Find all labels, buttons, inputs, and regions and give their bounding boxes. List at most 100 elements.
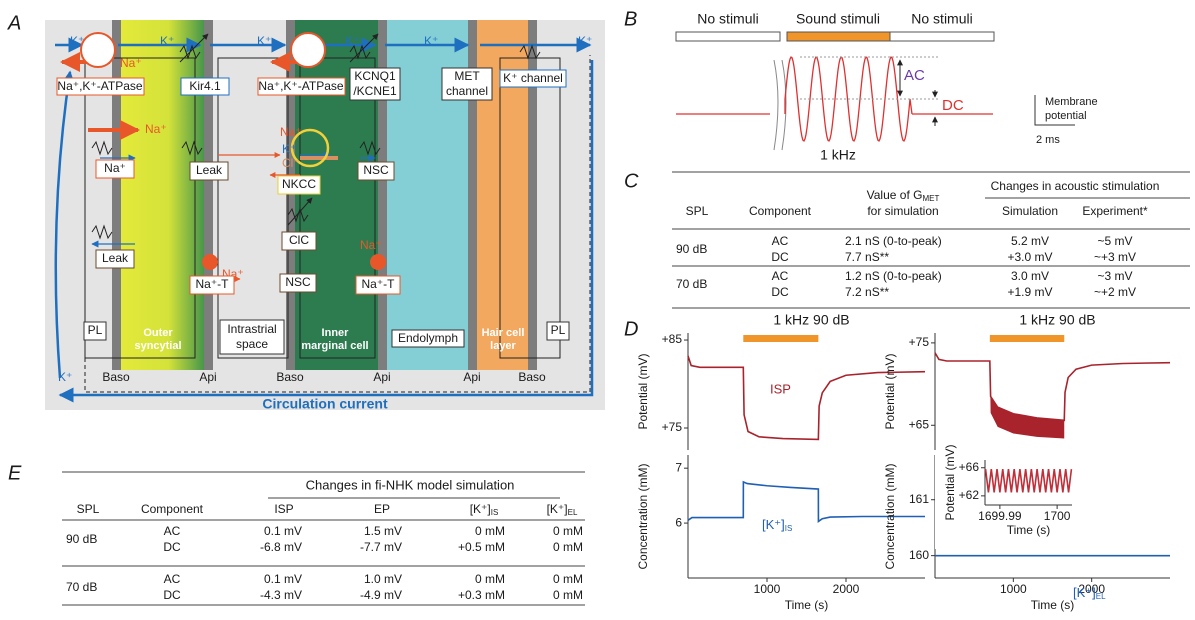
component-label: Kir4.1 bbox=[189, 79, 221, 93]
table-header: Component bbox=[141, 502, 204, 516]
line bbox=[934, 352, 1171, 422]
table-cell: ~+2 mV bbox=[1094, 285, 1136, 299]
x-tick-label: 1000 bbox=[754, 582, 781, 596]
ion-label: Na⁺ bbox=[360, 238, 382, 252]
y-tick-label: +75 bbox=[909, 335, 930, 349]
annotation-sub: EL bbox=[1096, 592, 1106, 601]
component-label: Na⁺,K⁺-ATPase bbox=[258, 79, 343, 93]
table-header: Simulation bbox=[1002, 204, 1058, 218]
y-tick-label: +62 bbox=[959, 488, 980, 502]
region-label: space bbox=[236, 337, 268, 351]
scale-label: potential bbox=[1045, 110, 1087, 122]
ion-label: K⁺ bbox=[160, 34, 174, 48]
table-cell: +0.5 mM bbox=[458, 540, 505, 554]
transporter bbox=[370, 254, 386, 270]
table-cell: 7.7 nS** bbox=[845, 250, 889, 264]
scale-bar bbox=[1034, 95, 1075, 126]
region-label: Hair cell bbox=[482, 327, 525, 339]
annotation: [K⁺]EL bbox=[1073, 585, 1106, 601]
x-axis-label: Time (s) bbox=[785, 598, 829, 612]
annotation: [K⁺]IS bbox=[762, 517, 792, 533]
table-cell: ~5 mV bbox=[1097, 234, 1132, 248]
table-header: SPL bbox=[77, 502, 100, 516]
table-cell: ~3 mV bbox=[1097, 269, 1132, 283]
stimulus-bar bbox=[675, 31, 781, 42]
line bbox=[984, 469, 1073, 493]
table-header: for simulation bbox=[867, 204, 938, 218]
table-header: ISP bbox=[274, 502, 293, 516]
x-tick-label: 2000 bbox=[833, 582, 860, 596]
y-axis-label: Potential (mV) bbox=[636, 353, 650, 429]
stimulus-label: No stimuli bbox=[697, 11, 758, 27]
table-cell: 3.0 mV bbox=[1011, 269, 1049, 283]
panel-label: A bbox=[7, 12, 21, 34]
panel-label: B bbox=[624, 8, 637, 30]
component-label: Na⁺-T bbox=[362, 277, 396, 291]
ion-label: K⁺ bbox=[257, 34, 271, 48]
table-header: EP bbox=[374, 502, 390, 516]
table-cell: DC bbox=[771, 285, 789, 299]
region-label: Intrastrial bbox=[227, 322, 276, 336]
y-axis-label: Potential (mV) bbox=[883, 353, 897, 429]
table-cell: 0 mM bbox=[553, 524, 583, 538]
table-cell: 70 dB bbox=[66, 580, 97, 594]
ion-label: Na⁺ bbox=[120, 56, 142, 70]
x-tick-label: 2000 bbox=[1078, 582, 1105, 596]
circuit bbox=[84, 55, 591, 393]
table-header: Experiment* bbox=[1082, 204, 1148, 218]
table-cell: 90 dB bbox=[676, 242, 707, 256]
table-cell: AC bbox=[164, 524, 181, 538]
table-header: Component bbox=[749, 204, 812, 218]
membrane-label: Baso bbox=[276, 370, 304, 384]
component-label: Leak bbox=[102, 251, 129, 265]
table-header: [K⁺]EL bbox=[547, 502, 578, 517]
table-header: SPL bbox=[686, 204, 709, 218]
circulation-label: Circulation current bbox=[262, 396, 388, 412]
table-cell: 70 dB bbox=[676, 277, 707, 291]
line bbox=[687, 355, 926, 441]
chart: +75 +65 Potential (mV) 1 kHz 90 dB EP bbox=[883, 312, 1171, 450]
table-cell: DC bbox=[163, 540, 181, 554]
table-c: Changes in acoustic stimulation Value of… bbox=[672, 171, 1190, 309]
region-label: Outer bbox=[143, 327, 173, 339]
y-axis-label: Concentration (mM) bbox=[883, 463, 897, 569]
y-tick-label: +66 bbox=[959, 460, 980, 474]
component-label: channel bbox=[446, 84, 488, 98]
table-cell: 0 mM bbox=[553, 540, 583, 554]
membrane-labels: Baso Api Baso Api Api Baso bbox=[102, 370, 546, 384]
region-label: Endolymph bbox=[398, 331, 458, 345]
region-label: syncytial bbox=[134, 340, 181, 352]
table-cell: 0 mM bbox=[475, 524, 505, 538]
y-tick-label: 6 bbox=[675, 515, 682, 529]
ion-labels: K⁺ K⁺ K⁺ K⁺ K⁺ K⁺ K⁺ K⁺ Na⁺ Na⁺ Na⁺ Na⁺ … bbox=[58, 34, 592, 384]
amplitude-arrows bbox=[800, 56, 940, 126]
table-cell: 2.1 nS (0-to-peak) bbox=[845, 234, 942, 248]
stimulus-bar bbox=[989, 335, 1065, 342]
panel-label: D bbox=[624, 318, 638, 340]
y-tick-label: +65 bbox=[909, 417, 930, 431]
x-tick-label: 1000 bbox=[1000, 582, 1027, 596]
component-label: KCNQ1 bbox=[354, 69, 396, 83]
table-cell: 1.0 mV bbox=[364, 572, 402, 586]
stimulus-label: Sound stimuli bbox=[796, 11, 880, 27]
trace bbox=[784, 56, 913, 142]
component-label: NSC bbox=[363, 163, 389, 177]
table-cell: 0 mM bbox=[553, 572, 583, 586]
annotation-main: [K⁺] bbox=[762, 517, 785, 532]
table-cell: AC bbox=[164, 572, 181, 586]
table-cell: 1.5 mV bbox=[364, 524, 402, 538]
component-label: MET bbox=[454, 69, 480, 83]
chart: +85 +75 Potential (mV) 1 kHz 90 dB ISP bbox=[636, 312, 926, 450]
chart-title: 1 kHz 90 dB bbox=[773, 312, 849, 328]
region-label: layer bbox=[490, 340, 516, 352]
region-label: PL bbox=[551, 323, 566, 337]
table-cell: 0 mM bbox=[553, 588, 583, 602]
component-label: K⁺ channel bbox=[503, 71, 563, 85]
axis-break bbox=[773, 59, 787, 151]
ion-label: K⁺ bbox=[282, 142, 296, 156]
table-cell: AC bbox=[772, 269, 789, 283]
table-cell: 0.1 mV bbox=[264, 524, 302, 538]
ion-label: Na⁺ bbox=[280, 125, 302, 139]
